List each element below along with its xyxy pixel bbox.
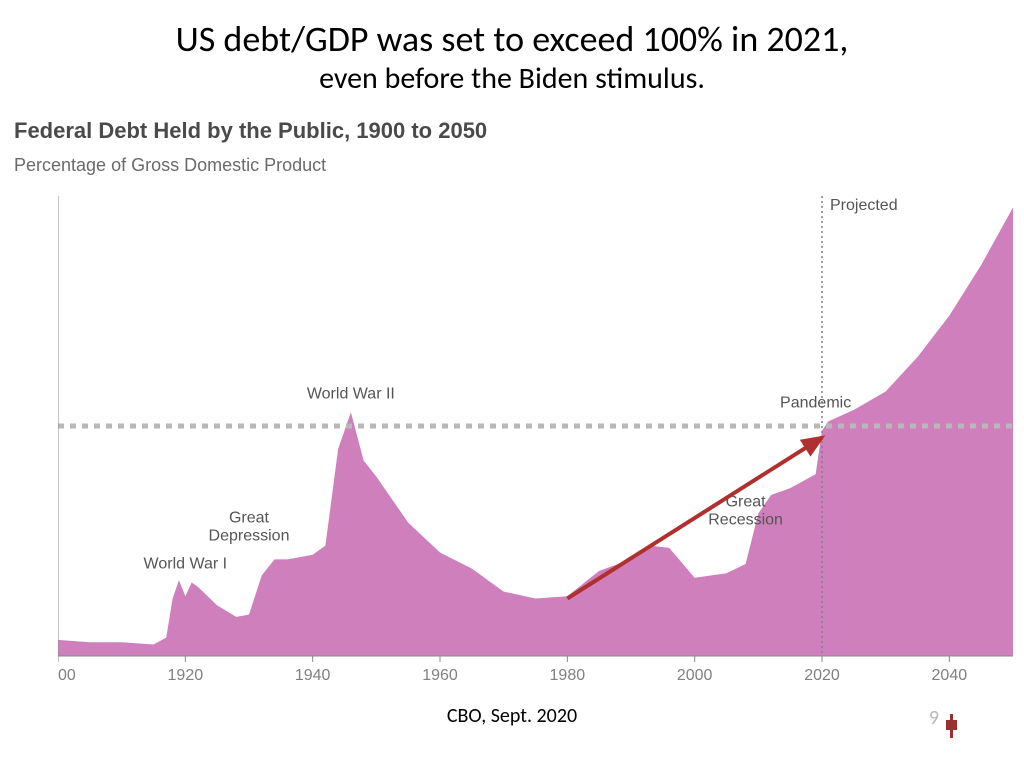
slide-title: US debt/GDP was set to exceed 100% in 20… [0,0,1024,97]
svg-text:Projected: Projected [830,197,898,214]
chart-title: Federal Debt Held by the Public, 1900 to… [14,118,487,144]
source-citation: CBO, Sept. 2020 [0,704,1024,728]
title-main: US debt/GDP was set to exceed 100% in 20… [0,18,1024,61]
svg-text:Depression: Depression [209,528,290,545]
title-sub: even before the Biden stimulus. [0,61,1024,97]
svg-text:1900: 1900 [58,667,76,684]
chart-subtitle: Percentage of Gross Domestic Product [14,155,326,176]
svg-text:Recession: Recession [708,512,783,529]
svg-text:2000: 2000 [677,667,713,684]
svg-text:1960: 1960 [422,667,458,684]
svg-text:Great: Great [229,510,270,527]
svg-text:Pandemic: Pandemic [780,395,851,412]
svg-text:1940: 1940 [295,667,331,684]
svg-text:2020: 2020 [804,667,840,684]
svg-text:World War II: World War II [307,385,395,402]
svg-text:World War I: World War I [144,556,228,573]
svg-text:2040: 2040 [932,667,968,684]
debt-gdp-area-chart: Projected 1900 1920 1940 1960 1980 2000 2020 204… [58,186,1013,686]
institution-logo [906,712,1016,740]
svg-text:1920: 1920 [168,667,204,684]
svg-text:1980: 1980 [550,667,586,684]
